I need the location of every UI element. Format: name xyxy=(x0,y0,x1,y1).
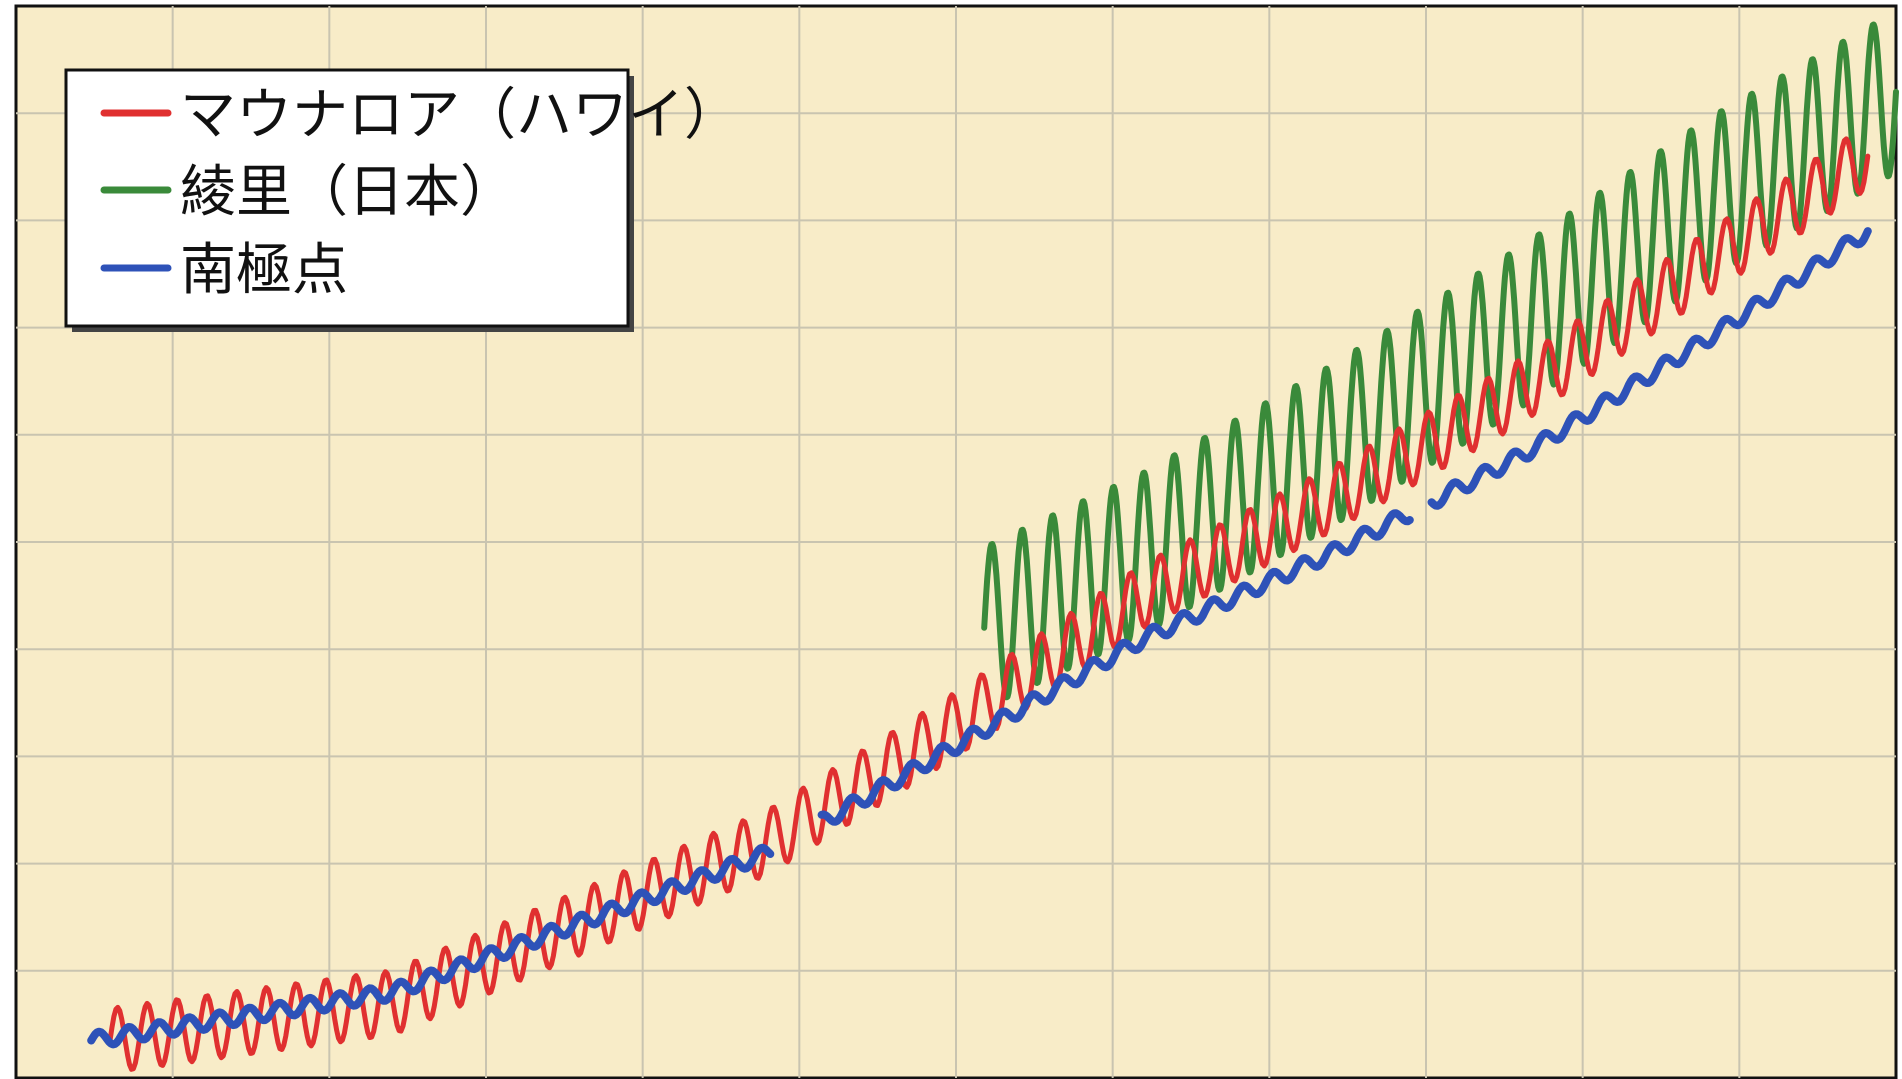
series-layer xyxy=(87,21,1899,1072)
legend-label-ryori: 綾里（日本） xyxy=(180,160,516,225)
series-line-ryori xyxy=(981,21,1899,701)
legend: マウナロア（ハワイ） 綾里（日本） 南極点 xyxy=(64,68,740,332)
series-line-south-pole xyxy=(87,227,1872,1049)
series-line-mauna-loa xyxy=(107,136,1871,1072)
grid-lines xyxy=(16,6,1896,1078)
legend-label-mauna-loa: マウナロア（ハワイ） xyxy=(180,83,740,148)
legend-label-south-pole: 南極点 xyxy=(180,238,348,303)
